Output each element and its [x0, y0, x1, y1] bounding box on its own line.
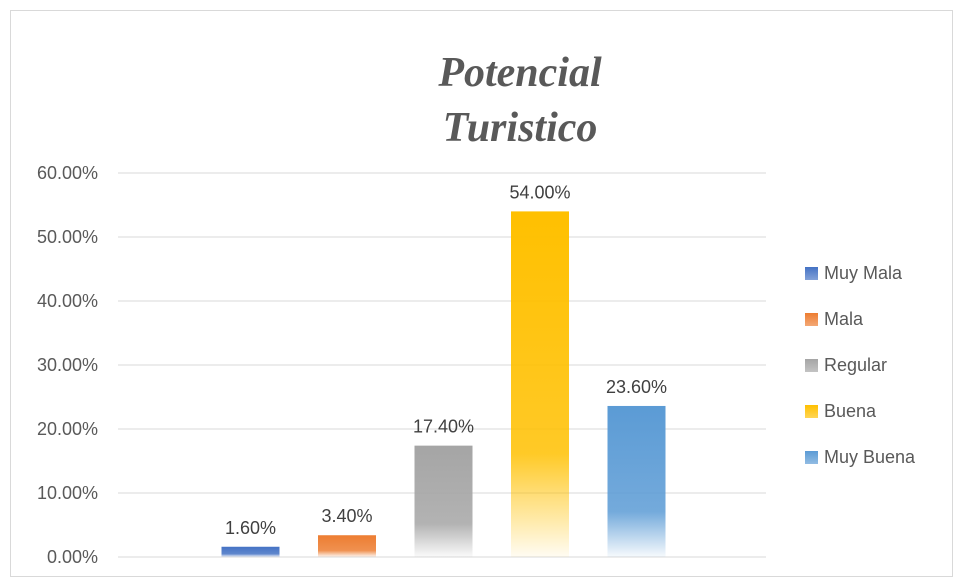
- legend-label: Muy Mala: [824, 262, 903, 283]
- legend-label: Muy Buena: [824, 446, 916, 467]
- data-label: 3.40%: [321, 506, 372, 526]
- legend-label: Buena: [824, 400, 877, 421]
- chart-frame: [10, 10, 953, 577]
- chart-title: Potencial Turistico: [438, 50, 602, 151]
- legend-item: Muy Buena: [805, 446, 915, 468]
- legend-label: Mala: [824, 308, 864, 329]
- bar-muy-mala: [221, 546, 280, 557]
- data-label: 17.40%: [413, 417, 474, 437]
- legend-item: Buena: [805, 400, 915, 422]
- legend-swatch: [805, 404, 818, 418]
- legend-item: Muy Mala: [805, 262, 915, 284]
- legend-swatch: [805, 358, 818, 372]
- legend-swatch: [805, 266, 818, 280]
- y-tick-label: 50.00%: [37, 227, 98, 247]
- chart-legend: Muy Mala Mala Regular Buena Muy Buena: [805, 262, 915, 492]
- bar-buena: [511, 211, 569, 557]
- y-tick-label: 40.00%: [37, 291, 98, 311]
- legend-swatch: [805, 312, 818, 326]
- y-tick-label: 10.00%: [37, 483, 98, 503]
- legend-label: Regular: [824, 354, 888, 375]
- y-tick-label: 30.00%: [37, 355, 98, 375]
- bar-muy-buena: [607, 405, 666, 557]
- data-label: 1.60%: [225, 518, 276, 538]
- bar-regular: [414, 445, 473, 557]
- legend-item: Regular: [805, 354, 915, 376]
- data-label: 54.00%: [509, 182, 570, 202]
- y-tick-label: 20.00%: [37, 419, 98, 439]
- data-label: 23.60%: [606, 377, 667, 397]
- bar-mala: [318, 535, 376, 557]
- legend-item: Mala: [805, 308, 915, 330]
- y-tick-label: 0.00%: [47, 547, 98, 567]
- y-tick-label: 60.00%: [37, 163, 98, 183]
- legend-swatch: [805, 450, 818, 464]
